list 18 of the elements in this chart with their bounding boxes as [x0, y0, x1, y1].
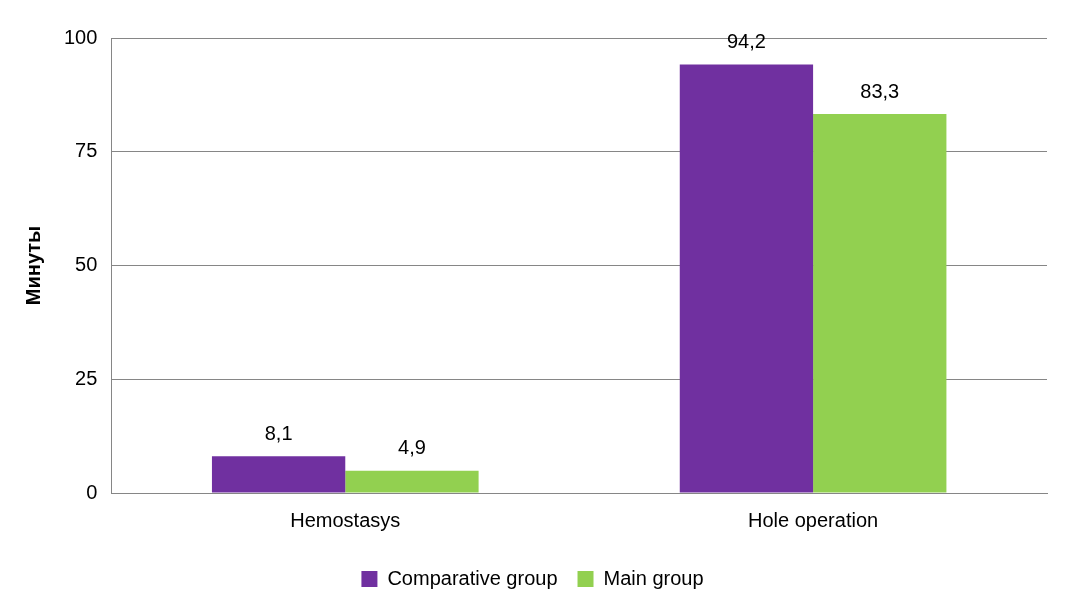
y-tick-label: 75: [75, 139, 98, 162]
y-tick-label: 50: [75, 253, 98, 276]
x-tick-label: Hole operation: [748, 508, 879, 531]
y-tick-label: 0: [86, 480, 98, 503]
y-axis-title: Минуты: [21, 225, 44, 306]
data-label: 8,1: [264, 421, 293, 444]
y-tick-label: 25: [75, 366, 98, 389]
bar: [813, 113, 947, 493]
data-label: 4,9: [398, 436, 426, 459]
x-tick-label: Hemostasys: [290, 508, 401, 531]
data-label: 94,2: [726, 29, 766, 52]
bar: [679, 64, 814, 493]
y-tick-label: 100: [63, 25, 98, 48]
bar: [211, 456, 346, 493]
legend-label: Main group: [603, 566, 704, 589]
legend-label: Comparative group: [387, 566, 558, 589]
bar: [345, 470, 479, 493]
data-label: 83,3: [860, 79, 900, 102]
